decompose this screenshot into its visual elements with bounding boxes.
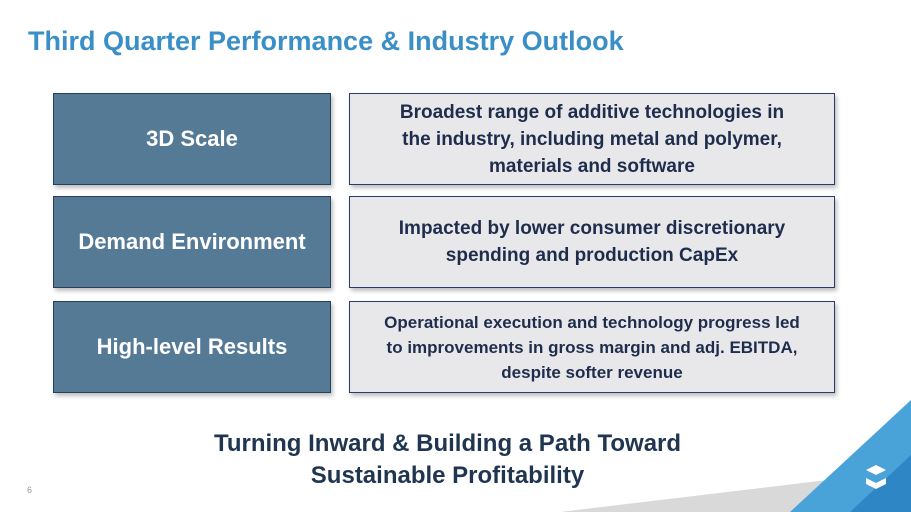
description-line: Broadest range of additive technologies … bbox=[399, 101, 785, 123]
row-label-box: Demand Environment bbox=[53, 196, 331, 288]
logo bbox=[866, 465, 886, 489]
row-label: Demand Environment bbox=[78, 229, 306, 254]
row-description-box: Impacted by lower consumer discretionary… bbox=[349, 196, 835, 288]
description-line: to improvements in gross margin and adj.… bbox=[386, 337, 798, 357]
description-line: the industry, including metal and polyme… bbox=[402, 128, 782, 150]
description-line: despite softer revenue bbox=[501, 362, 683, 382]
row-description-box: Operational execution and technology pro… bbox=[349, 301, 835, 393]
row-label: 3D Scale bbox=[146, 126, 238, 151]
row-label-box: High-level Results bbox=[53, 301, 331, 393]
row-label: High-level Results bbox=[96, 334, 288, 359]
description-line: spending and production CapEx bbox=[445, 245, 739, 266]
footer-line: Sustainable Profitability bbox=[310, 462, 585, 489]
footer-line: Turning Inward & Building a Path Toward bbox=[213, 430, 682, 457]
description-line: materials and software bbox=[489, 155, 695, 177]
slide-title: Third Quarter Performance & Industry Out… bbox=[28, 26, 624, 56]
row-label-box: 3D Scale bbox=[53, 93, 331, 185]
description-line: Operational execution and technology pro… bbox=[384, 312, 800, 332]
page-number: 6 bbox=[27, 485, 33, 495]
row-description-box: Broadest range of additive technologies … bbox=[349, 93, 835, 185]
description-line: Impacted by lower consumer discretionary bbox=[398, 218, 786, 239]
footer: Turning Inward & Building a Path Toward … bbox=[0, 428, 895, 492]
